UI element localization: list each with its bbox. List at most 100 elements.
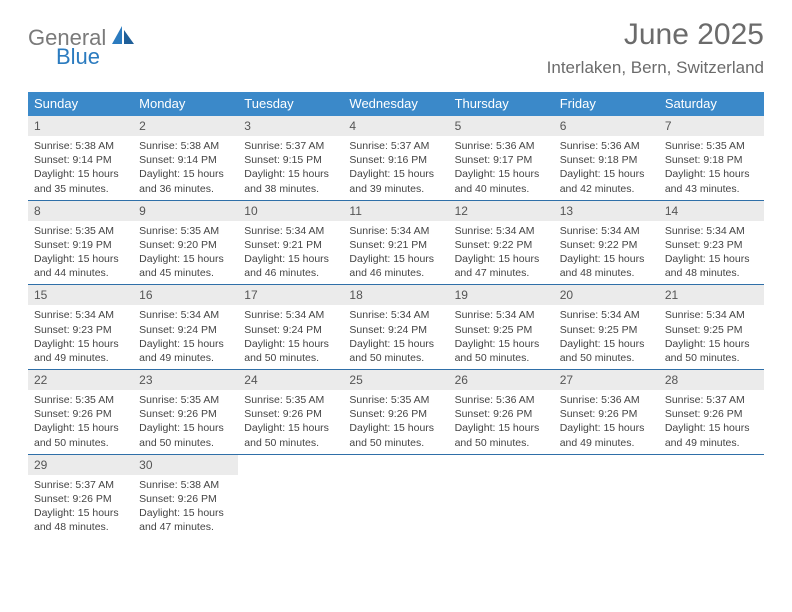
day-number: 19 (449, 285, 554, 305)
sunset-line: Sunset: 9:24 PM (349, 323, 444, 337)
day-body: Sunrise: 5:34 AMSunset: 9:22 PMDaylight:… (449, 221, 554, 285)
daylight-line: Daylight: 15 hours and 49 minutes. (34, 337, 129, 365)
day-body: Sunrise: 5:35 AMSunset: 9:18 PMDaylight:… (659, 136, 764, 200)
calendar-cell: 2Sunrise: 5:38 AMSunset: 9:14 PMDaylight… (133, 116, 238, 200)
sunrise-line: Sunrise: 5:34 AM (665, 308, 760, 322)
day-body: Sunrise: 5:34 AMSunset: 9:25 PMDaylight:… (449, 305, 554, 369)
day-body: Sunrise: 5:35 AMSunset: 9:26 PMDaylight:… (238, 390, 343, 454)
calendar-cell: 24Sunrise: 5:35 AMSunset: 9:26 PMDayligh… (238, 370, 343, 454)
weekday-header: Saturday (659, 92, 764, 116)
calendar-cell: 9Sunrise: 5:35 AMSunset: 9:20 PMDaylight… (133, 201, 238, 285)
sunrise-line: Sunrise: 5:34 AM (455, 224, 550, 238)
daylight-line: Daylight: 15 hours and 48 minutes. (34, 506, 129, 534)
weekday-header: Tuesday (238, 92, 343, 116)
calendar-cell: 5Sunrise: 5:36 AMSunset: 9:17 PMDaylight… (449, 116, 554, 200)
day-number: 5 (449, 116, 554, 136)
sunrise-line: Sunrise: 5:34 AM (34, 308, 129, 322)
calendar-cell: 30Sunrise: 5:38 AMSunset: 9:26 PMDayligh… (133, 455, 238, 539)
calendar-cell: 16Sunrise: 5:34 AMSunset: 9:24 PMDayligh… (133, 285, 238, 369)
daylight-line: Daylight: 15 hours and 50 minutes. (244, 337, 339, 365)
day-number: 27 (554, 370, 659, 390)
daylight-line: Daylight: 15 hours and 44 minutes. (34, 252, 129, 280)
sunset-line: Sunset: 9:17 PM (455, 153, 550, 167)
sunset-line: Sunset: 9:25 PM (560, 323, 655, 337)
day-body: Sunrise: 5:37 AMSunset: 9:26 PMDaylight:… (659, 390, 764, 454)
calendar-cell: 20Sunrise: 5:34 AMSunset: 9:25 PMDayligh… (554, 285, 659, 369)
day-number: 7 (659, 116, 764, 136)
day-number: 14 (659, 201, 764, 221)
day-body: Sunrise: 5:34 AMSunset: 9:24 PMDaylight:… (238, 305, 343, 369)
sunset-line: Sunset: 9:26 PM (139, 407, 234, 421)
calendar-cell: 28Sunrise: 5:37 AMSunset: 9:26 PMDayligh… (659, 370, 764, 454)
day-number: 16 (133, 285, 238, 305)
sunset-line: Sunset: 9:26 PM (34, 407, 129, 421)
calendar-cell (449, 455, 554, 539)
day-body: Sunrise: 5:37 AMSunset: 9:26 PMDaylight:… (28, 475, 133, 539)
sunset-line: Sunset: 9:25 PM (665, 323, 760, 337)
calendar-cell: 17Sunrise: 5:34 AMSunset: 9:24 PMDayligh… (238, 285, 343, 369)
daylight-line: Daylight: 15 hours and 50 minutes. (349, 421, 444, 449)
day-body: Sunrise: 5:38 AMSunset: 9:14 PMDaylight:… (28, 136, 133, 200)
calendar-cell: 14Sunrise: 5:34 AMSunset: 9:23 PMDayligh… (659, 201, 764, 285)
sunset-line: Sunset: 9:22 PM (455, 238, 550, 252)
sunrise-line: Sunrise: 5:34 AM (139, 308, 234, 322)
sunrise-line: Sunrise: 5:35 AM (34, 393, 129, 407)
day-number: 12 (449, 201, 554, 221)
logo: General Blue (28, 24, 138, 51)
sunrise-line: Sunrise: 5:37 AM (349, 139, 444, 153)
day-number: 6 (554, 116, 659, 136)
daylight-line: Daylight: 15 hours and 49 minutes. (139, 337, 234, 365)
day-body: Sunrise: 5:36 AMSunset: 9:17 PMDaylight:… (449, 136, 554, 200)
sunset-line: Sunset: 9:14 PM (34, 153, 129, 167)
sunset-line: Sunset: 9:26 PM (139, 492, 234, 506)
day-number: 26 (449, 370, 554, 390)
daylight-line: Daylight: 15 hours and 47 minutes. (455, 252, 550, 280)
day-body: Sunrise: 5:35 AMSunset: 9:26 PMDaylight:… (133, 390, 238, 454)
day-body: Sunrise: 5:34 AMSunset: 9:22 PMDaylight:… (554, 221, 659, 285)
location: Interlaken, Bern, Switzerland (547, 58, 764, 78)
sunset-line: Sunset: 9:26 PM (34, 492, 129, 506)
calendar-row: 22Sunrise: 5:35 AMSunset: 9:26 PMDayligh… (28, 370, 764, 455)
calendar-cell: 8Sunrise: 5:35 AMSunset: 9:19 PMDaylight… (28, 201, 133, 285)
sunset-line: Sunset: 9:26 PM (349, 407, 444, 421)
calendar-body: 1Sunrise: 5:38 AMSunset: 9:14 PMDaylight… (28, 116, 764, 538)
header: General Blue June 2025 Interlaken, Bern,… (0, 0, 792, 82)
day-number: 28 (659, 370, 764, 390)
weekday-header: Friday (554, 92, 659, 116)
daylight-line: Daylight: 15 hours and 43 minutes. (665, 167, 760, 195)
day-number: 20 (554, 285, 659, 305)
sunrise-line: Sunrise: 5:37 AM (34, 478, 129, 492)
daylight-line: Daylight: 15 hours and 48 minutes. (560, 252, 655, 280)
sunset-line: Sunset: 9:16 PM (349, 153, 444, 167)
calendar-cell: 21Sunrise: 5:34 AMSunset: 9:25 PMDayligh… (659, 285, 764, 369)
daylight-line: Daylight: 15 hours and 42 minutes. (560, 167, 655, 195)
day-body: Sunrise: 5:34 AMSunset: 9:25 PMDaylight:… (659, 305, 764, 369)
calendar-cell: 23Sunrise: 5:35 AMSunset: 9:26 PMDayligh… (133, 370, 238, 454)
sunset-line: Sunset: 9:23 PM (665, 238, 760, 252)
day-body: Sunrise: 5:36 AMSunset: 9:26 PMDaylight:… (449, 390, 554, 454)
sunrise-line: Sunrise: 5:36 AM (560, 139, 655, 153)
sunrise-line: Sunrise: 5:35 AM (244, 393, 339, 407)
calendar-cell: 27Sunrise: 5:36 AMSunset: 9:26 PMDayligh… (554, 370, 659, 454)
weekday-header: Monday (133, 92, 238, 116)
day-number: 8 (28, 201, 133, 221)
day-body: Sunrise: 5:37 AMSunset: 9:16 PMDaylight:… (343, 136, 448, 200)
sunrise-line: Sunrise: 5:34 AM (244, 224, 339, 238)
sunset-line: Sunset: 9:26 PM (244, 407, 339, 421)
calendar-cell (659, 455, 764, 539)
day-body: Sunrise: 5:34 AMSunset: 9:23 PMDaylight:… (659, 221, 764, 285)
sunset-line: Sunset: 9:26 PM (455, 407, 550, 421)
day-number: 10 (238, 201, 343, 221)
sunrise-line: Sunrise: 5:37 AM (665, 393, 760, 407)
sunrise-line: Sunrise: 5:38 AM (139, 139, 234, 153)
logo-sail-icon (110, 24, 136, 51)
sunset-line: Sunset: 9:25 PM (455, 323, 550, 337)
day-number: 1 (28, 116, 133, 136)
month-title: June 2025 (547, 18, 764, 52)
sunset-line: Sunset: 9:14 PM (139, 153, 234, 167)
sunrise-line: Sunrise: 5:38 AM (139, 478, 234, 492)
calendar-row: 1Sunrise: 5:38 AMSunset: 9:14 PMDaylight… (28, 116, 764, 201)
daylight-line: Daylight: 15 hours and 49 minutes. (665, 421, 760, 449)
calendar-cell (238, 455, 343, 539)
sunrise-line: Sunrise: 5:34 AM (349, 308, 444, 322)
